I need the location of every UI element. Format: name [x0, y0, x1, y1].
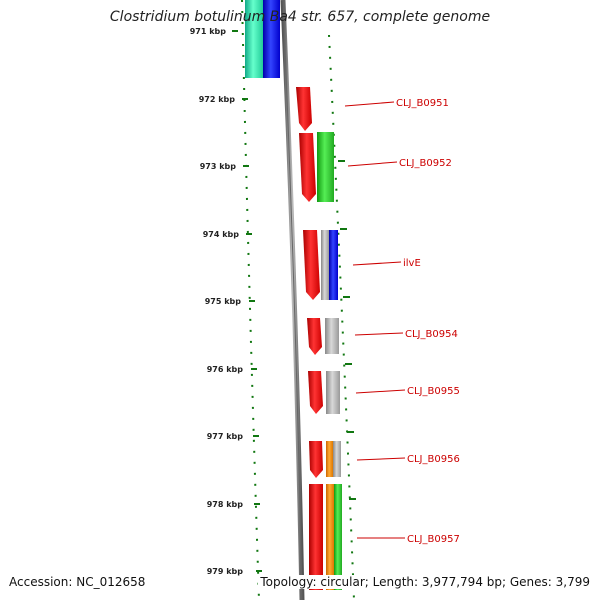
gene-label: CLJ_B0957: [407, 534, 460, 545]
scale-label: 976 kbp: [207, 365, 244, 374]
scale-tick: [253, 435, 259, 437]
scale-label: 975 kbp: [205, 297, 242, 306]
outer-tick: [349, 498, 356, 500]
gene-arrow: [307, 318, 322, 355]
scale-tick: [232, 30, 238, 32]
scale-label: 971 kbp: [190, 27, 227, 36]
gene-blue-top: [263, 0, 280, 78]
cog-blue: [329, 230, 338, 300]
scale-label: 977 kbp: [207, 432, 244, 441]
label-leader: [347, 161, 398, 167]
gene-arrow: [308, 371, 323, 414]
scale-tick: [243, 165, 249, 167]
scale-tick: [254, 503, 260, 505]
gene-label: CLJ_B0956: [407, 454, 460, 465]
gene-arrow: [309, 441, 323, 478]
cog-orange: [326, 441, 333, 477]
cog-green: [317, 132, 334, 202]
label-leader: [356, 457, 406, 461]
scale-tick: [256, 570, 262, 572]
scale-label: 974 kbp: [203, 230, 240, 239]
label-leader: [355, 389, 406, 394]
scale-bar: 971 kbp 972 kbp 973 kbp 974 kbp 975 kbp …: [190, 27, 262, 576]
gene-label: CLJ_B0952: [399, 158, 452, 169]
gene-block: [309, 484, 323, 590]
cog-green: [334, 484, 342, 590]
scale-label: 979 kbp: [207, 567, 244, 576]
outer-tick: [345, 363, 352, 365]
scale-tick: [246, 233, 252, 235]
cog-gray: [321, 230, 329, 300]
scale-tick: [242, 98, 248, 100]
outer-ticks: [338, 160, 356, 500]
outer-tick: [347, 431, 354, 433]
scale-tick: [251, 368, 257, 370]
gene-teal-top: [245, 0, 263, 78]
accession-text: Accession: NC_012658: [7, 575, 148, 589]
cog-gray: [326, 371, 340, 414]
gene-arrow: [296, 87, 312, 131]
scale-tick: [249, 300, 255, 302]
scale-label: 972 kbp: [199, 95, 236, 104]
genome-backbone-shadow: [282, 0, 303, 600]
gene-arrow: [303, 230, 320, 300]
scale-label: 978 kbp: [207, 500, 244, 509]
label-leader: [352, 261, 402, 266]
cog-gray: [333, 441, 341, 477]
cog-orange: [326, 484, 334, 590]
label-leader: [354, 332, 404, 336]
label-leader: [344, 101, 395, 107]
genome-summary-text: Topology: circular; Length: 3,977,794 bp…: [258, 575, 592, 589]
cog-gray: [325, 318, 339, 354]
gene-label: ilvE: [403, 258, 421, 269]
gene-arrow: [299, 133, 316, 202]
forward-cds-track: [296, 87, 323, 590]
outer-tick: [338, 160, 345, 162]
map-title: Clostridium botulinum Ba4 str. 657, comp…: [109, 9, 491, 25]
gene-labels: CLJ_B0951 CLJ_B0952 ilvE CLJ_B0954 CLJ_B…: [344, 98, 460, 545]
outer-tick: [343, 296, 350, 298]
gene-label: CLJ_B0954: [405, 329, 458, 340]
scale-label: 973 kbp: [200, 162, 237, 171]
gene-label: CLJ_B0955: [407, 386, 460, 397]
gene-label: CLJ_B0951: [396, 98, 449, 109]
outer-tick: [340, 228, 347, 230]
cog-track: [317, 132, 342, 590]
